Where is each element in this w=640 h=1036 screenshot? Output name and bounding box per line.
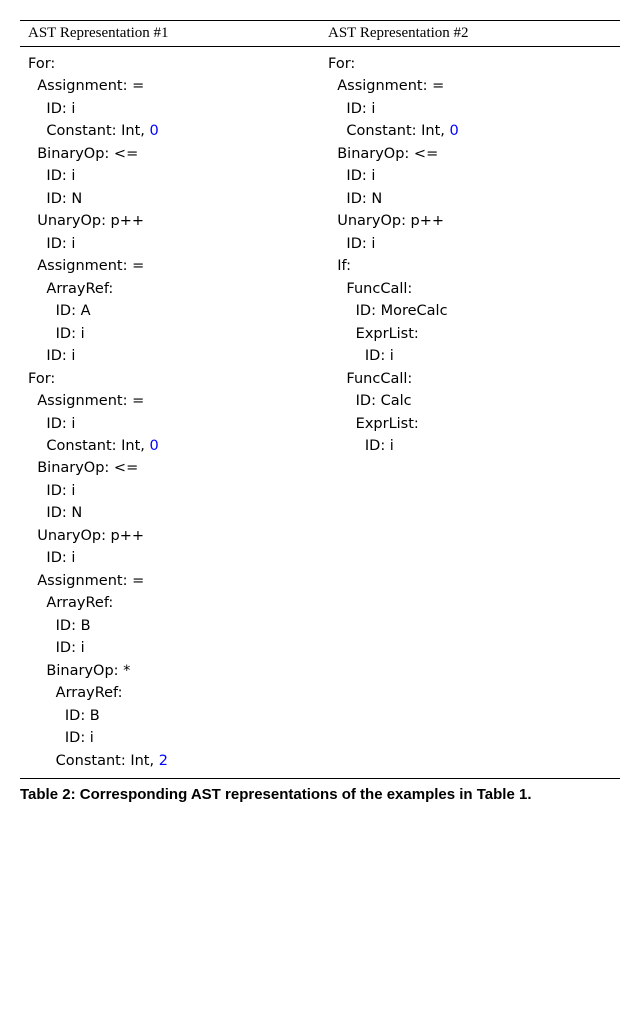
table-caption: Table 2: Corresponding AST representatio… — [20, 785, 620, 805]
ast-line: ID: i — [328, 345, 620, 367]
ast-line: ID: B — [28, 615, 320, 637]
ast-line: ArrayRef: — [28, 682, 320, 704]
ast-line: Constant: Int, 0 — [28, 120, 320, 142]
ast-line: ID: i — [28, 727, 320, 749]
ast-line: Assignment: = — [28, 75, 320, 97]
ast-line: ID: i — [328, 435, 620, 457]
ast-line: For: — [28, 368, 320, 390]
ast-line: ID: A — [28, 300, 320, 322]
ast-line: Assignment: = — [28, 570, 320, 592]
ast-line: ID: Calc — [328, 390, 620, 412]
table-body: For: Assignment: = ID: i Constant: Int, … — [20, 47, 620, 779]
ast-line: ID: i — [28, 323, 320, 345]
ast-line: Assignment: = — [28, 255, 320, 277]
ast-line: ID: i — [28, 165, 320, 187]
ast-line: Assignment: = — [28, 390, 320, 412]
ast-line: ExprList: — [328, 323, 620, 345]
ast-line: For: — [328, 53, 620, 75]
ast-line: UnaryOp: p++ — [328, 210, 620, 232]
ast-line: If: — [328, 255, 620, 277]
ast-line: ID: N — [28, 188, 320, 210]
ast-line: BinaryOp: <= — [28, 143, 320, 165]
ast-line: ID: i — [28, 413, 320, 435]
ast-constant-value: 0 — [150, 438, 159, 454]
ast-line: ID: i — [28, 98, 320, 120]
ast-line: ArrayRef: — [28, 592, 320, 614]
ast-line: UnaryOp: p++ — [28, 525, 320, 547]
ast-line: ID: MoreCalc — [328, 300, 620, 322]
header-col-2: AST Representation #2 — [320, 25, 620, 42]
ast-line: ID: i — [328, 98, 620, 120]
ast-line: ID: N — [28, 502, 320, 524]
ast-line: ExprList: — [328, 413, 620, 435]
ast-line: ID: i — [328, 165, 620, 187]
ast-line: FuncCall: — [328, 278, 620, 300]
ast-line: ID: i — [28, 480, 320, 502]
ast-line: Assignment: = — [328, 75, 620, 97]
ast-column-1: For: Assignment: = ID: i Constant: Int, … — [20, 53, 320, 772]
ast-line: BinaryOp: * — [28, 660, 320, 682]
ast-line: BinaryOp: <= — [328, 143, 620, 165]
ast-line: ArrayRef: — [28, 278, 320, 300]
ast-line: Constant: Int, 0 — [328, 120, 620, 142]
ast-constant-value: 2 — [159, 753, 168, 769]
ast-constant-value: 0 — [450, 123, 459, 139]
ast-constant-value: 0 — [150, 123, 159, 139]
ast-table: AST Representation #1 AST Representation… — [20, 20, 620, 805]
ast-line: ID: B — [28, 705, 320, 727]
ast-column-2: For: Assignment: = ID: i Constant: Int, … — [320, 53, 620, 772]
ast-line: Constant: Int, 2 — [28, 750, 320, 772]
ast-line: ID: i — [28, 637, 320, 659]
ast-line: BinaryOp: <= — [28, 457, 320, 479]
ast-line: ID: i — [28, 233, 320, 255]
ast-line: ID: N — [328, 188, 620, 210]
table-header-row: AST Representation #1 AST Representation… — [20, 20, 620, 47]
header-col-1: AST Representation #1 — [20, 25, 320, 42]
ast-line: ID: i — [28, 547, 320, 569]
ast-line: ID: i — [28, 345, 320, 367]
ast-line: UnaryOp: p++ — [28, 210, 320, 232]
ast-line: For: — [28, 53, 320, 75]
ast-line: Constant: Int, 0 — [28, 435, 320, 457]
ast-line: ID: i — [328, 233, 620, 255]
ast-line: FuncCall: — [328, 368, 620, 390]
